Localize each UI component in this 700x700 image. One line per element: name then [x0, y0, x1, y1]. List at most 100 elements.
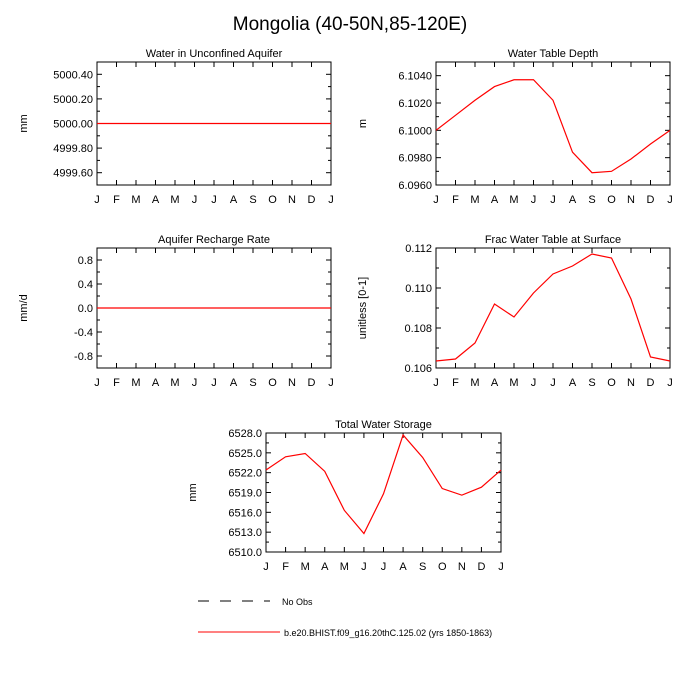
- water-table-depth-xtick-label: N: [627, 194, 635, 206]
- aquifer-recharge-rate-xtick-label: J: [328, 377, 334, 389]
- water-in-unconfined-aquifer-xtick-label: O: [268, 194, 277, 206]
- water-in-unconfined-aquifer-xtick-label: J: [328, 194, 334, 206]
- frac-water-table-at-surface-xtick-label: O: [607, 377, 616, 389]
- total-water-storage-xtick-label: J: [498, 561, 504, 573]
- water-in-unconfined-aquifer-ytick-label: 4999.80: [53, 143, 93, 155]
- water-in-unconfined-aquifer-ytick-label: 5000.40: [53, 69, 93, 81]
- total-water-storage-xtick-label: O: [438, 561, 447, 573]
- total-water-storage-title: Total Water Storage: [335, 419, 432, 431]
- water-table-depth-xtick-label: A: [491, 194, 499, 206]
- frac-water-table-at-surface-xtick-label: J: [667, 377, 673, 389]
- water-in-unconfined-aquifer-xtick-label: S: [249, 194, 256, 206]
- total-water-storage-xtick-label: M: [340, 561, 349, 573]
- total-water-storage-ytick-label: 6519.0: [228, 488, 262, 500]
- water-table-depth-xtick-label: D: [647, 194, 655, 206]
- aquifer-recharge-rate-xtick-label: N: [288, 377, 296, 389]
- water-table-depth-ytick-label: 6.0960: [398, 180, 432, 192]
- frac-water-table-at-surface-ytick-label: 0.108: [404, 323, 432, 335]
- water-table-depth-xtick-label: J: [550, 194, 556, 206]
- frac-water-table-at-surface-plot-frame: [435, 247, 671, 369]
- aquifer-recharge-rate-xtick-label: A: [152, 377, 160, 389]
- frac-water-table-at-surface-xtick-label: M: [509, 377, 518, 389]
- total-water-storage-xtick-label: J: [361, 561, 367, 573]
- total-water-storage-xtick-label: J: [381, 561, 387, 573]
- water-in-unconfined-aquifer-xtick-label: F: [113, 194, 120, 206]
- water-table-depth-xtick-label: J: [433, 194, 439, 206]
- total-water-storage-xtick-label: D: [477, 561, 485, 573]
- aquifer-recharge-rate-ytick-label: 0.8: [78, 255, 93, 267]
- frac-water-table-at-surface-xtick-label: J: [531, 377, 537, 389]
- aquifer-recharge-rate-title: Aquifer Recharge Rate: [158, 234, 270, 246]
- water-in-unconfined-aquifer-xtick-label: D: [308, 194, 316, 206]
- water-table-depth-xtick-label: S: [588, 194, 595, 206]
- frac-water-table-at-surface-ylabel: unitless [0-1]: [357, 277, 369, 339]
- water-in-unconfined-aquifer-ytick-label: 4999.60: [53, 168, 93, 180]
- water-table-depth-ytick-label: 6.0980: [398, 153, 432, 165]
- total-water-storage-ytick-label: 6513.0: [228, 527, 262, 539]
- total-water-storage-xtick-label: J: [263, 561, 269, 573]
- frac-water-table-at-surface-xtick-label: N: [627, 377, 635, 389]
- water-in-unconfined-aquifer-xtick-label: A: [152, 194, 160, 206]
- water-table-depth-ylabel: m: [357, 119, 369, 128]
- aquifer-recharge-rate-ytick-label: 0.0: [78, 303, 93, 315]
- total-water-storage-ytick-label: 6510.0: [228, 547, 262, 559]
- aquifer-recharge-rate-ytick-label: 0.4: [78, 279, 93, 291]
- aquifer-recharge-rate-ytick-label: -0.8: [74, 351, 93, 363]
- water-in-unconfined-aquifer-ytick-label: 5000.20: [53, 94, 93, 106]
- aquifer-recharge-rate-xtick-label: J: [94, 377, 100, 389]
- water-table-depth-series-line: [435, 79, 671, 174]
- water-table-depth-xtick-label: O: [607, 194, 616, 206]
- water-in-unconfined-aquifer-xtick-label: M: [170, 194, 179, 206]
- water-table-depth-ytick-label: 6.1000: [398, 125, 432, 137]
- frac-water-table-at-surface-title: Frac Water Table at Surface: [485, 234, 621, 246]
- water-in-unconfined-aquifer-xtick-label: M: [131, 194, 140, 206]
- aquifer-recharge-rate-xtick-label: M: [131, 377, 140, 389]
- figure-title: Mongolia (40-50N,85-120E): [233, 14, 467, 35]
- total-water-storage-ytick-label: 6522.0: [228, 468, 262, 480]
- water-in-unconfined-aquifer-xtick-label: J: [211, 194, 217, 206]
- water-in-unconfined-aquifer-xtick-label: J: [94, 194, 100, 206]
- frac-water-table-at-surface-ytick-label: 0.112: [405, 243, 432, 255]
- frac-water-table-at-surface-xtick-label: S: [588, 377, 595, 389]
- aquifer-recharge-rate-xtick-label: F: [113, 377, 120, 389]
- water-in-unconfined-aquifer-xtick-label: J: [192, 194, 198, 206]
- aquifer-recharge-rate-xtick-label: O: [268, 377, 277, 389]
- water-table-depth-title: Water Table Depth: [508, 48, 599, 60]
- total-water-storage-ylabel: mm: [187, 483, 199, 501]
- water-table-depth-ytick-label: 6.1040: [398, 71, 432, 83]
- water-in-unconfined-aquifer-xtick-label: N: [288, 194, 296, 206]
- water-in-unconfined-aquifer-title: Water in Unconfined Aquifer: [146, 48, 283, 60]
- water-table-depth-xtick-label: J: [667, 194, 673, 206]
- aquifer-recharge-rate-xtick-label: D: [308, 377, 316, 389]
- aquifer-recharge-rate-xtick-label: J: [192, 377, 198, 389]
- frac-water-table-at-surface-ytick-label: 0.106: [404, 363, 432, 375]
- total-water-storage-xtick-label: F: [282, 561, 289, 573]
- total-water-storage-series-line: [265, 433, 502, 535]
- water-in-unconfined-aquifer-xtick-label: A: [230, 194, 238, 206]
- frac-water-table-at-surface-xtick-label: A: [569, 377, 577, 389]
- frac-water-table-at-surface-xtick-label: J: [433, 377, 439, 389]
- water-table-depth-xtick-label: M: [470, 194, 479, 206]
- total-water-storage-xtick-label: M: [301, 561, 310, 573]
- total-water-storage-xtick-label: A: [321, 561, 329, 573]
- water-in-unconfined-aquifer-ylabel: mm: [18, 114, 30, 132]
- water-table-depth-xtick-label: M: [509, 194, 518, 206]
- legend-label-model: b.e20.BHIST.f09_g16.20thC.125.02 (yrs 18…: [284, 628, 492, 638]
- water-table-depth-xtick-label: A: [569, 194, 577, 206]
- total-water-storage-ytick-label: 6516.0: [228, 507, 262, 519]
- aquifer-recharge-rate-ylabel: mm/d: [18, 294, 30, 322]
- legend: No Obs b.e20.BHIST.f09_g16.20thC.125.02 …: [198, 597, 492, 638]
- water-in-unconfined-aquifer-ytick-label: 5000.00: [53, 119, 93, 131]
- water-table-depth-plot-frame: [435, 61, 671, 186]
- total-water-storage-xtick-label: N: [458, 561, 466, 573]
- frac-water-table-at-surface-xtick-label: A: [491, 377, 499, 389]
- aquifer-recharge-rate-xtick-label: S: [249, 377, 256, 389]
- total-water-storage-xtick-label: S: [419, 561, 426, 573]
- total-water-storage-ytick-label: 6525.0: [228, 448, 262, 460]
- water-table-depth-xtick-label: F: [452, 194, 459, 206]
